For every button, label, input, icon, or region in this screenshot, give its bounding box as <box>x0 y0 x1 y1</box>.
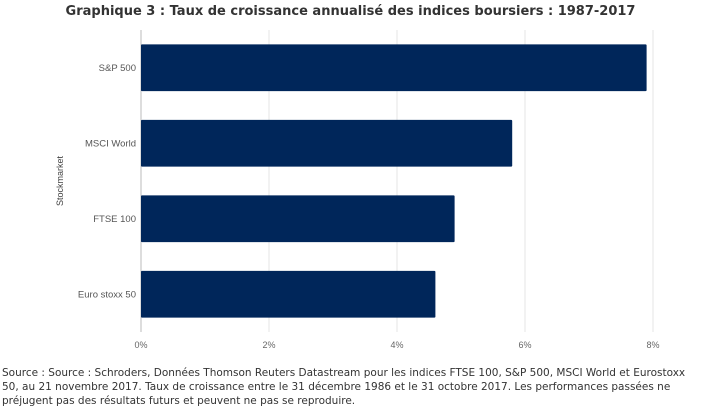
bar-s-p-500 <box>141 44 647 92</box>
category-label: MSCI World <box>85 138 136 149</box>
bar-msci-world <box>141 119 513 167</box>
bar-ftse-100 <box>141 195 455 243</box>
bar-chart: S&P 500 MSCI World FTSE 100 Euro stoxx 50 0… <box>55 30 660 350</box>
x-tick-label: 0% <box>134 340 147 350</box>
bar-euro-stoxx-50 <box>141 270 436 318</box>
category-labels: S&P 500 MSCI World FTSE 100 Euro stoxx 50 <box>78 63 136 301</box>
category-label: FTSE 100 <box>93 214 136 225</box>
y-axis-title: Stockmarket <box>55 155 65 206</box>
source-note: Source : Source : Schroders, Données Tho… <box>2 367 686 407</box>
chart-title: Graphique 3 : Taux de croissance annuali… <box>65 4 636 19</box>
x-tick-label: 4% <box>390 340 403 350</box>
category-label: Euro stoxx 50 <box>78 289 136 300</box>
x-tick-labels: 0% 2% 4% 6% 8% <box>134 340 659 350</box>
x-tick-label: 6% <box>518 340 531 350</box>
x-tick-label: 2% <box>262 340 275 350</box>
category-label: S&P 500 <box>99 63 136 74</box>
x-tick-label: 8% <box>646 340 659 350</box>
bars <box>141 44 647 318</box>
